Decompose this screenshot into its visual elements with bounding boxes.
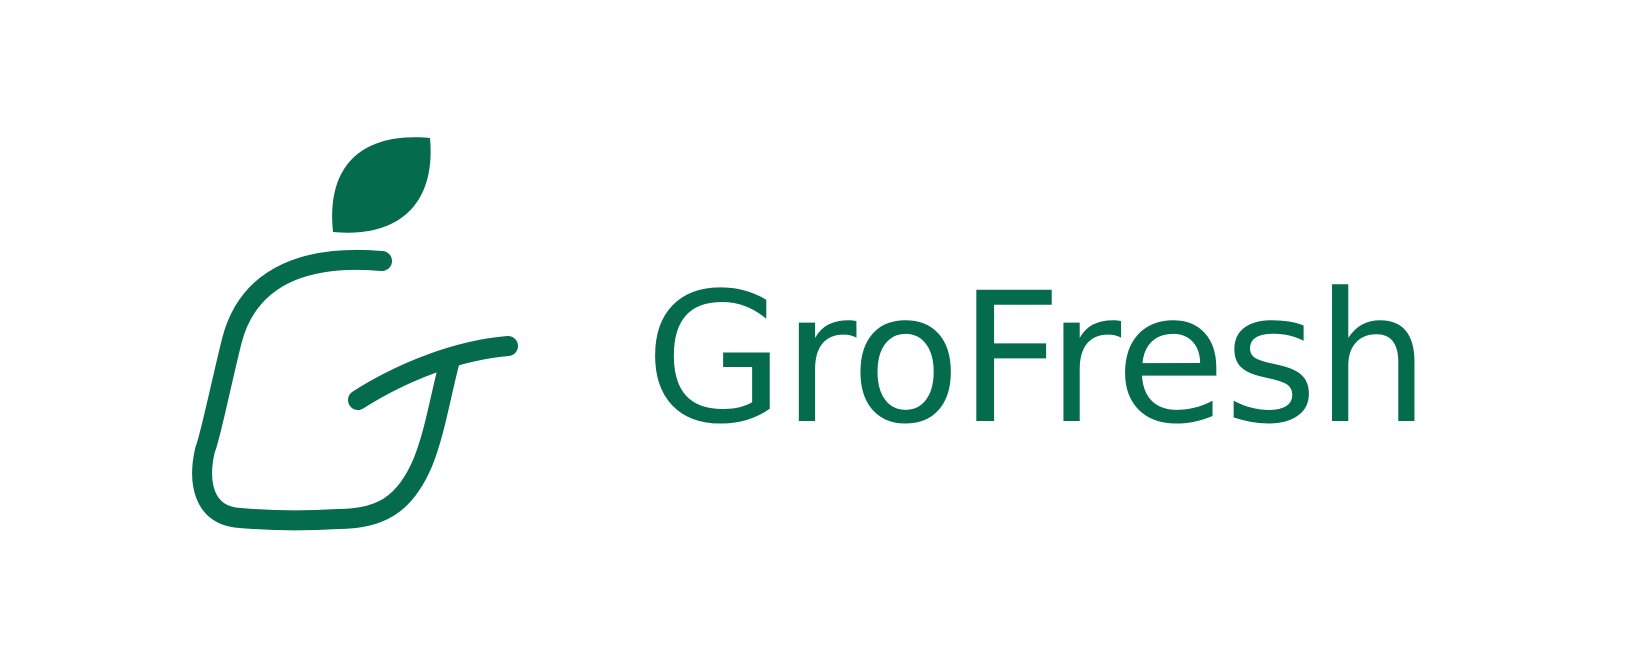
apple-g-leaf-icon	[192, 137, 518, 531]
g-crossbar-stroke	[348, 336, 518, 410]
leaf-shape	[332, 137, 431, 233]
brand-wordmark: GroFresh	[645, 255, 1430, 464]
g-body-stroke	[192, 249, 460, 531]
